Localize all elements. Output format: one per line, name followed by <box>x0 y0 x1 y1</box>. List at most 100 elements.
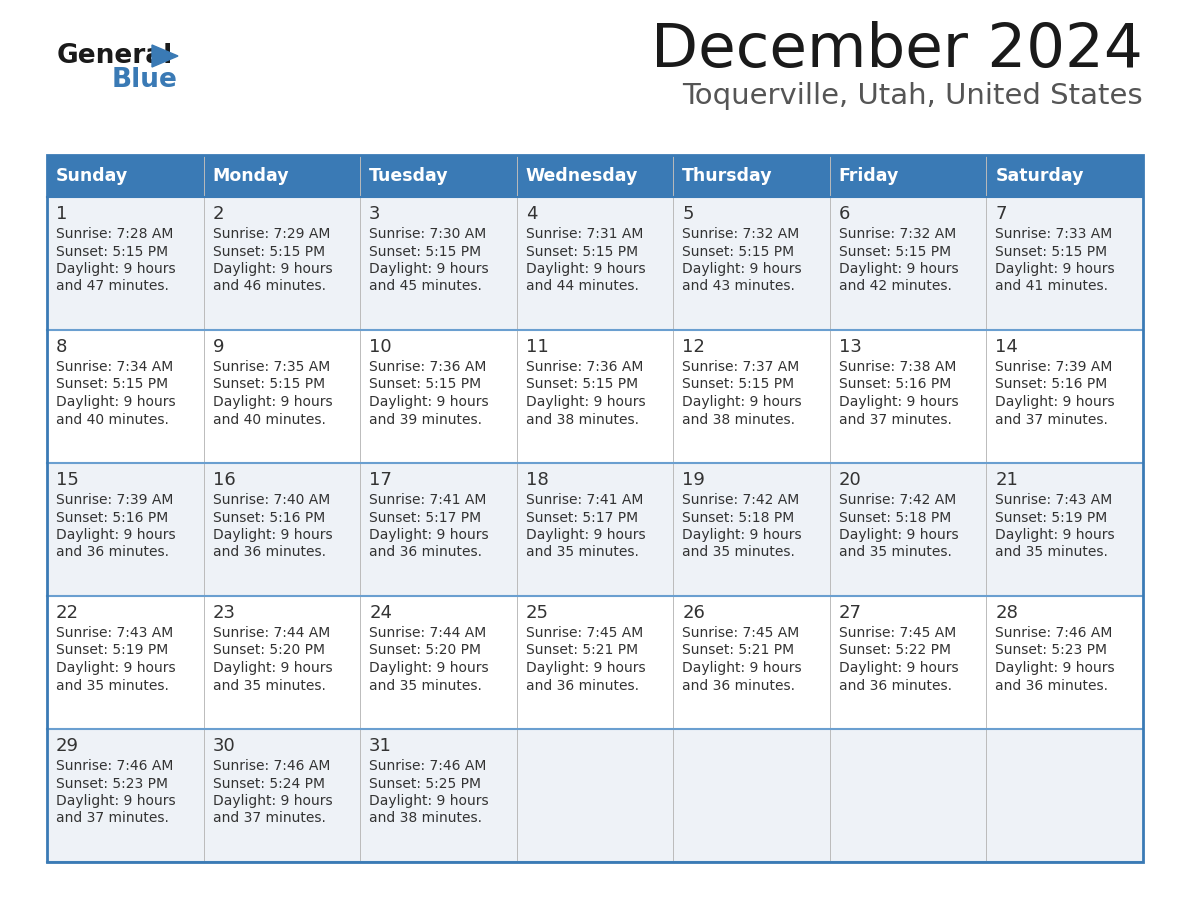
Text: Daylight: 9 hours: Daylight: 9 hours <box>56 395 176 409</box>
Text: Blue: Blue <box>112 67 178 93</box>
Text: Daylight: 9 hours: Daylight: 9 hours <box>682 262 802 276</box>
Text: Sunday: Sunday <box>56 167 128 185</box>
Polygon shape <box>152 45 178 67</box>
Text: Daylight: 9 hours: Daylight: 9 hours <box>526 395 645 409</box>
Text: 24: 24 <box>369 604 392 622</box>
Text: 25: 25 <box>526 604 549 622</box>
Text: Sunrise: 7:44 AM: Sunrise: 7:44 AM <box>369 626 486 640</box>
Text: and 39 minutes.: and 39 minutes. <box>369 412 482 427</box>
Text: Daylight: 9 hours: Daylight: 9 hours <box>213 528 333 542</box>
Text: Daylight: 9 hours: Daylight: 9 hours <box>526 528 645 542</box>
Text: 10: 10 <box>369 338 392 356</box>
Text: and 36 minutes.: and 36 minutes. <box>682 678 795 692</box>
Text: Sunrise: 7:31 AM: Sunrise: 7:31 AM <box>526 227 643 241</box>
Text: Sunset: 5:15 PM: Sunset: 5:15 PM <box>526 377 638 391</box>
Text: General: General <box>57 43 173 69</box>
Text: Sunrise: 7:46 AM: Sunrise: 7:46 AM <box>369 759 487 773</box>
Bar <box>48 330 1143 463</box>
Bar <box>48 197 1143 330</box>
Text: and 46 minutes.: and 46 minutes. <box>213 279 326 294</box>
Text: Sunset: 5:17 PM: Sunset: 5:17 PM <box>369 510 481 524</box>
Text: Sunrise: 7:46 AM: Sunrise: 7:46 AM <box>56 759 173 773</box>
Text: 18: 18 <box>526 471 549 489</box>
Text: and 41 minutes.: and 41 minutes. <box>996 279 1108 294</box>
Text: Sunrise: 7:36 AM: Sunrise: 7:36 AM <box>369 360 487 374</box>
Text: 26: 26 <box>682 604 706 622</box>
Text: Daylight: 9 hours: Daylight: 9 hours <box>526 262 645 276</box>
Text: and 40 minutes.: and 40 minutes. <box>56 412 169 427</box>
Text: Sunset: 5:25 PM: Sunset: 5:25 PM <box>369 777 481 790</box>
Text: Monday: Monday <box>213 167 289 185</box>
Text: Sunrise: 7:36 AM: Sunrise: 7:36 AM <box>526 360 643 374</box>
Text: Sunrise: 7:40 AM: Sunrise: 7:40 AM <box>213 493 330 507</box>
Text: Sunset: 5:24 PM: Sunset: 5:24 PM <box>213 777 324 790</box>
Text: 2: 2 <box>213 205 225 223</box>
Text: Daylight: 9 hours: Daylight: 9 hours <box>213 661 333 675</box>
Text: 19: 19 <box>682 471 706 489</box>
Text: 29: 29 <box>56 737 78 755</box>
Text: Daylight: 9 hours: Daylight: 9 hours <box>369 262 488 276</box>
Text: 7: 7 <box>996 205 1007 223</box>
Text: and 36 minutes.: and 36 minutes. <box>56 545 169 559</box>
Text: Sunrise: 7:30 AM: Sunrise: 7:30 AM <box>369 227 486 241</box>
Text: Sunrise: 7:45 AM: Sunrise: 7:45 AM <box>682 626 800 640</box>
Text: Sunrise: 7:28 AM: Sunrise: 7:28 AM <box>56 227 173 241</box>
Text: Wednesday: Wednesday <box>526 167 638 185</box>
Text: Sunset: 5:15 PM: Sunset: 5:15 PM <box>682 377 795 391</box>
Text: Daylight: 9 hours: Daylight: 9 hours <box>996 528 1116 542</box>
Text: 8: 8 <box>56 338 68 356</box>
Text: Sunset: 5:16 PM: Sunset: 5:16 PM <box>839 377 952 391</box>
Text: Sunrise: 7:44 AM: Sunrise: 7:44 AM <box>213 626 330 640</box>
Text: and 36 minutes.: and 36 minutes. <box>996 678 1108 692</box>
Text: and 44 minutes.: and 44 minutes. <box>526 279 639 294</box>
Text: 28: 28 <box>996 604 1018 622</box>
Text: and 37 minutes.: and 37 minutes. <box>56 812 169 825</box>
Text: Daylight: 9 hours: Daylight: 9 hours <box>213 395 333 409</box>
Text: Sunset: 5:21 PM: Sunset: 5:21 PM <box>526 644 638 657</box>
Text: Daylight: 9 hours: Daylight: 9 hours <box>682 528 802 542</box>
Text: Sunset: 5:21 PM: Sunset: 5:21 PM <box>682 644 795 657</box>
Text: Sunrise: 7:32 AM: Sunrise: 7:32 AM <box>839 227 956 241</box>
Text: 13: 13 <box>839 338 861 356</box>
Text: Daylight: 9 hours: Daylight: 9 hours <box>839 262 959 276</box>
Bar <box>48 596 1143 729</box>
Text: 22: 22 <box>56 604 78 622</box>
Text: and 45 minutes.: and 45 minutes. <box>369 279 482 294</box>
Text: and 38 minutes.: and 38 minutes. <box>682 412 795 427</box>
Text: Sunrise: 7:45 AM: Sunrise: 7:45 AM <box>526 626 643 640</box>
Text: Sunrise: 7:34 AM: Sunrise: 7:34 AM <box>56 360 173 374</box>
Text: and 35 minutes.: and 35 minutes. <box>213 678 326 692</box>
Text: Daylight: 9 hours: Daylight: 9 hours <box>369 661 488 675</box>
Text: Daylight: 9 hours: Daylight: 9 hours <box>996 661 1116 675</box>
Text: 20: 20 <box>839 471 861 489</box>
Text: Daylight: 9 hours: Daylight: 9 hours <box>996 395 1116 409</box>
Text: Sunrise: 7:33 AM: Sunrise: 7:33 AM <box>996 227 1113 241</box>
Text: Sunrise: 7:43 AM: Sunrise: 7:43 AM <box>996 493 1113 507</box>
Text: Daylight: 9 hours: Daylight: 9 hours <box>526 661 645 675</box>
Text: Sunset: 5:18 PM: Sunset: 5:18 PM <box>682 510 795 524</box>
Text: and 37 minutes.: and 37 minutes. <box>996 412 1108 427</box>
Text: 30: 30 <box>213 737 235 755</box>
Text: Sunrise: 7:39 AM: Sunrise: 7:39 AM <box>56 493 173 507</box>
Bar <box>48 463 1143 596</box>
Text: Sunrise: 7:45 AM: Sunrise: 7:45 AM <box>839 626 956 640</box>
Text: 17: 17 <box>369 471 392 489</box>
Text: Toquerville, Utah, United States: Toquerville, Utah, United States <box>682 82 1143 110</box>
Text: Sunset: 5:19 PM: Sunset: 5:19 PM <box>56 644 169 657</box>
Text: Daylight: 9 hours: Daylight: 9 hours <box>369 528 488 542</box>
Text: Daylight: 9 hours: Daylight: 9 hours <box>369 794 488 808</box>
Text: and 36 minutes.: and 36 minutes. <box>839 678 952 692</box>
Text: Sunset: 5:15 PM: Sunset: 5:15 PM <box>213 377 324 391</box>
Text: Daylight: 9 hours: Daylight: 9 hours <box>369 395 488 409</box>
Text: and 42 minutes.: and 42 minutes. <box>839 279 952 294</box>
Text: Sunrise: 7:29 AM: Sunrise: 7:29 AM <box>213 227 330 241</box>
Text: Sunset: 5:17 PM: Sunset: 5:17 PM <box>526 510 638 524</box>
Text: Sunrise: 7:39 AM: Sunrise: 7:39 AM <box>996 360 1113 374</box>
Text: Sunrise: 7:42 AM: Sunrise: 7:42 AM <box>839 493 956 507</box>
Text: Saturday: Saturday <box>996 167 1083 185</box>
Text: Sunset: 5:20 PM: Sunset: 5:20 PM <box>369 644 481 657</box>
Text: Sunset: 5:15 PM: Sunset: 5:15 PM <box>682 244 795 259</box>
Text: Daylight: 9 hours: Daylight: 9 hours <box>56 528 176 542</box>
Text: Sunset: 5:16 PM: Sunset: 5:16 PM <box>996 377 1107 391</box>
Text: Sunset: 5:15 PM: Sunset: 5:15 PM <box>839 244 950 259</box>
